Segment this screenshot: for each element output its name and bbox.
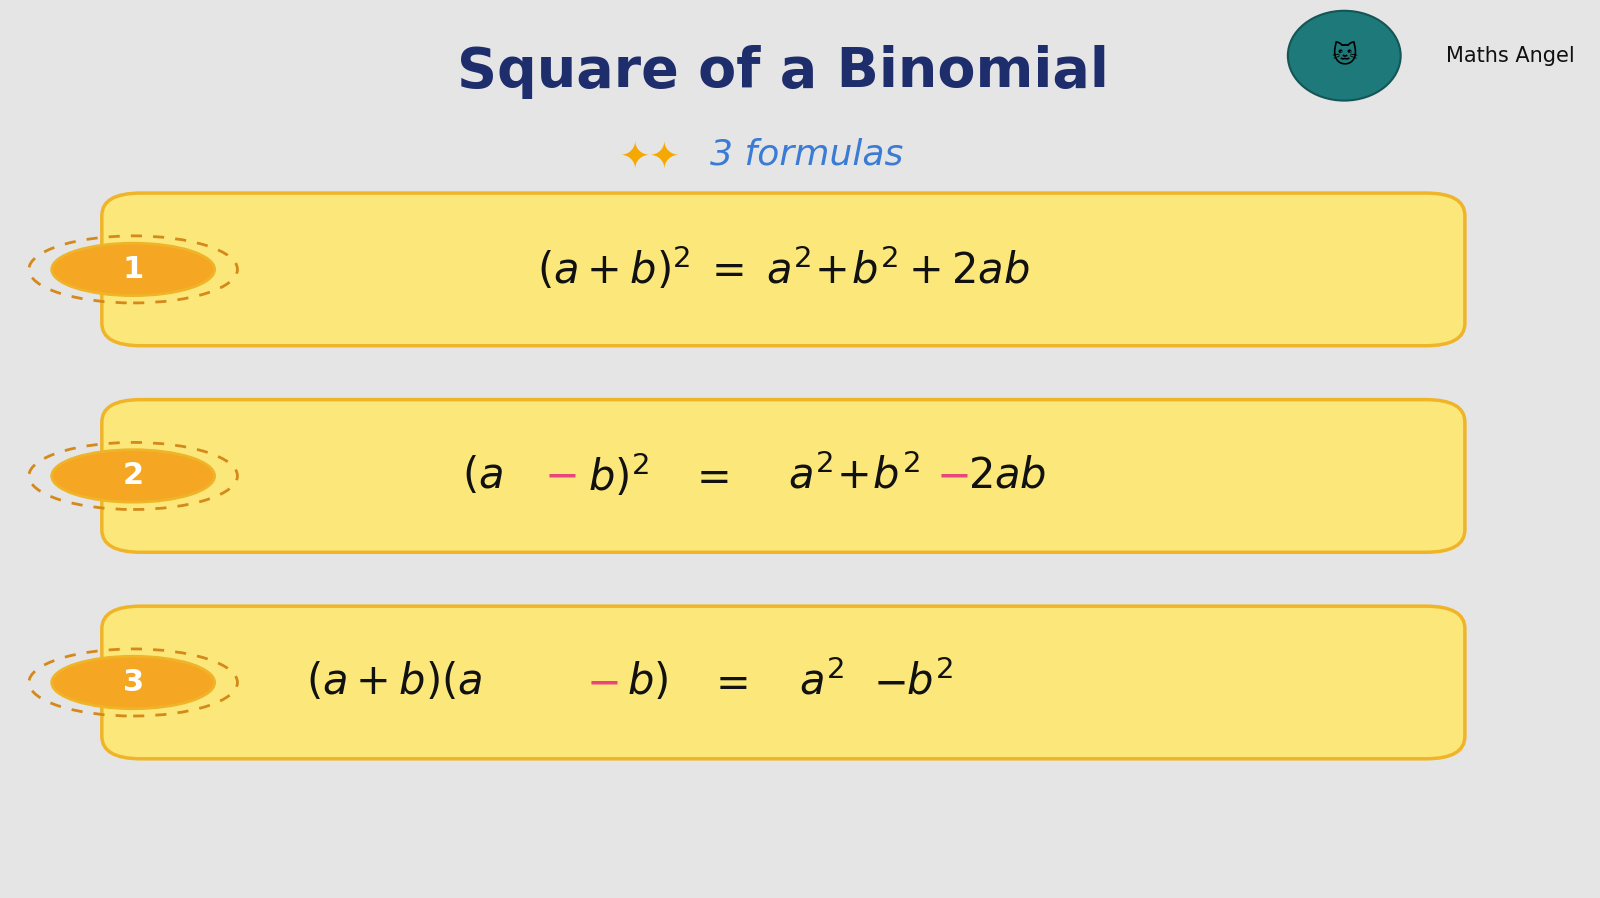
Text: $b)^2$: $b)^2$ <box>587 453 648 499</box>
Text: $b^2$: $b^2$ <box>906 661 954 704</box>
Text: $(a + b)^2 \;=\; a^2\!+\! b^2 + 2ab$: $(a + b)^2 \;=\; a^2\!+\! b^2 + 2ab$ <box>538 246 1030 293</box>
Text: 3: 3 <box>123 668 144 697</box>
Text: Maths Angel: Maths Angel <box>1446 46 1574 66</box>
Ellipse shape <box>51 450 214 502</box>
Text: $\;=\;$: $\;=\;$ <box>696 662 747 703</box>
Text: $\;-\;$: $\;-\;$ <box>917 455 968 497</box>
FancyBboxPatch shape <box>102 400 1466 552</box>
Text: ✦✦: ✦✦ <box>619 140 680 174</box>
Text: $a^2$: $a^2$ <box>798 661 845 704</box>
Text: $\,-\,$: $\,-\,$ <box>859 662 906 703</box>
Text: Square of a Binomial: Square of a Binomial <box>458 45 1109 99</box>
Text: $\,-\,$: $\,-\,$ <box>530 455 578 497</box>
Ellipse shape <box>1288 11 1400 101</box>
Text: $\;=\;$: $\;=\;$ <box>677 455 728 497</box>
Ellipse shape <box>51 656 214 709</box>
Text: $\,-\,$: $\,-\,$ <box>571 662 619 703</box>
Text: $(a$: $(a$ <box>462 455 502 497</box>
Text: 1: 1 <box>123 255 144 284</box>
FancyBboxPatch shape <box>102 193 1466 346</box>
Text: 🐱: 🐱 <box>1331 44 1357 67</box>
Text: 3 formulas: 3 formulas <box>710 137 904 172</box>
Text: $(a + b)(a$: $(a + b)(a$ <box>306 662 482 703</box>
FancyBboxPatch shape <box>102 606 1466 759</box>
Text: $a^2\!+\!b^2$: $a^2\!+\!b^2$ <box>789 454 920 497</box>
Text: $b)$: $b)$ <box>627 662 667 703</box>
Ellipse shape <box>51 243 214 295</box>
Text: $2ab$: $2ab$ <box>968 455 1046 497</box>
Text: 2: 2 <box>123 462 144 490</box>
